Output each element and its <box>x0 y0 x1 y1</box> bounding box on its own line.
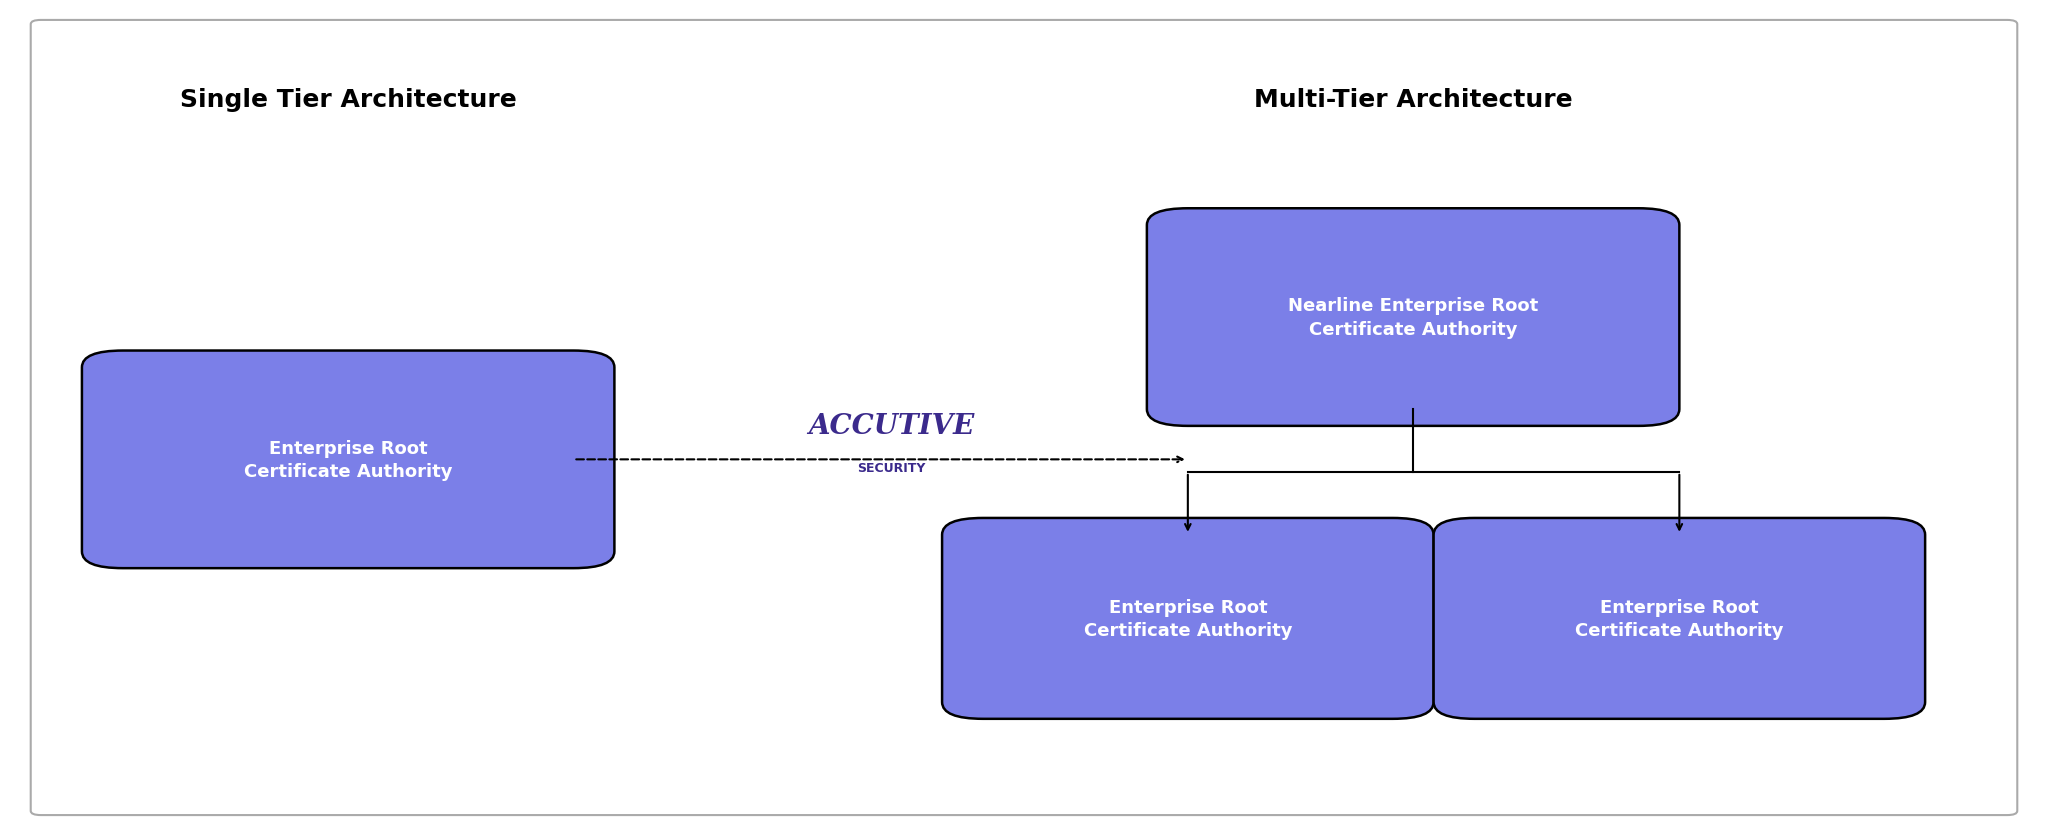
Text: Multi-Tier Architecture: Multi-Tier Architecture <box>1253 89 1573 112</box>
Text: Single Tier Architecture: Single Tier Architecture <box>180 89 516 112</box>
FancyBboxPatch shape <box>1147 209 1679 426</box>
FancyBboxPatch shape <box>82 351 614 568</box>
Text: ACCUTIVE: ACCUTIVE <box>807 413 975 440</box>
Text: SECURITY: SECURITY <box>856 461 926 475</box>
Text: Enterprise Root
Certificate Authority: Enterprise Root Certificate Authority <box>1575 598 1784 640</box>
FancyBboxPatch shape <box>942 518 1434 719</box>
Text: Nearline Enterprise Root
Certificate Authority: Nearline Enterprise Root Certificate Aut… <box>1288 297 1538 339</box>
Text: Enterprise Root
Certificate Authority: Enterprise Root Certificate Authority <box>1083 598 1292 640</box>
FancyBboxPatch shape <box>31 21 2017 815</box>
Text: Enterprise Root
Certificate Authority: Enterprise Root Certificate Authority <box>244 439 453 481</box>
FancyBboxPatch shape <box>1434 518 1925 719</box>
